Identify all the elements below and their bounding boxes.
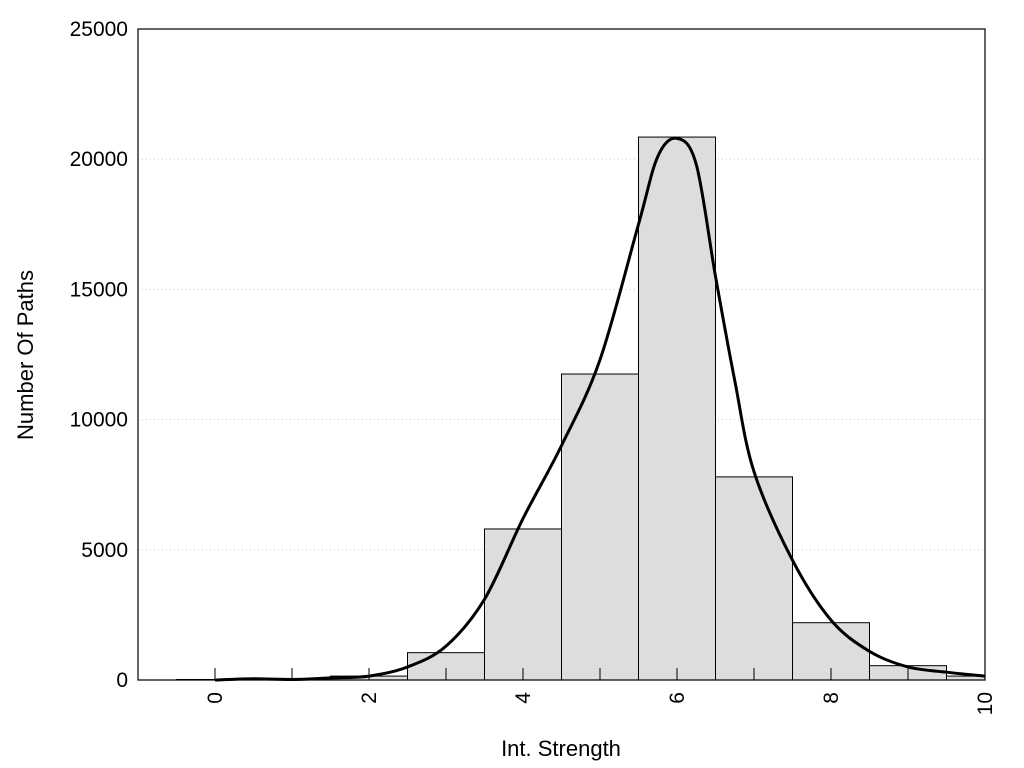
- y-tick-label: 25000: [70, 18, 128, 41]
- y-tick-label: 5000: [81, 539, 128, 562]
- x-tick-label: 10: [974, 692, 997, 715]
- x-tick-label: 2: [358, 692, 381, 704]
- x-tick-label: 0: [204, 692, 227, 704]
- y-tick-label: 10000: [70, 409, 128, 432]
- y-tick-label: 20000: [70, 148, 128, 171]
- histogram-bar: [946, 675, 985, 680]
- density-curve: [214, 136, 986, 682]
- y-tick-labels: 0 5000 10000 15000 20000 25000: [70, 18, 128, 692]
- y-tick-label: 0: [116, 669, 128, 692]
- x-tick-label: 4: [512, 692, 535, 704]
- x-tick-labels: 0 2 4 6 8 10: [204, 692, 997, 716]
- histogram-bar: [561, 373, 639, 680]
- x-axis-title: Int. Strength: [501, 736, 621, 761]
- histogram-bars: [176, 136, 985, 680]
- y-tick-label: 15000: [70, 278, 128, 301]
- y-axis-title: Number Of Paths: [13, 270, 38, 440]
- x-tick-label: 8: [820, 692, 843, 704]
- histogram-bar: [715, 476, 793, 680]
- histogram-bar: [484, 528, 562, 680]
- x-tick-label: 6: [666, 692, 689, 704]
- histogram-bar: [638, 136, 716, 680]
- plot-frame: [137, 28, 986, 681]
